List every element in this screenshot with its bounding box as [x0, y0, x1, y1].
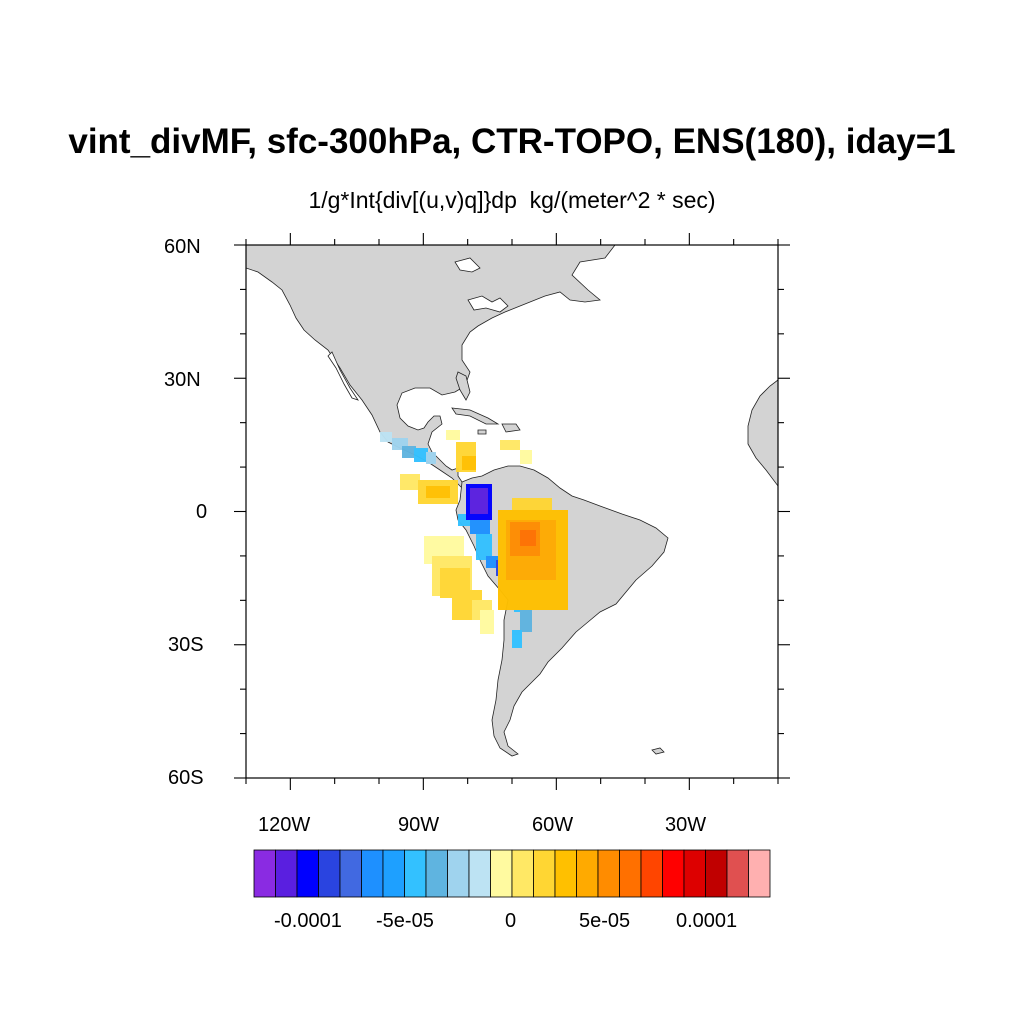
- great-lakes: [467, 295, 509, 313]
- colorbar-swatch: [361, 849, 384, 898]
- lon-label-30w: 30W: [665, 814, 707, 836]
- colorbar-swatch: [468, 849, 491, 898]
- africa-land: [747, 379, 778, 487]
- florida-land: [455, 371, 471, 401]
- baja-california-land: [327, 351, 359, 401]
- colorbar-swatch: [511, 849, 534, 898]
- colorbar-swatch: [554, 849, 577, 898]
- lat-label-60s: 60S: [168, 767, 204, 789]
- colorbar-swatch: [296, 849, 319, 898]
- cuba-land: [451, 407, 500, 425]
- colorbar-label-neg-1e-4: -0.0001: [274, 910, 342, 932]
- field-layer: [380, 430, 568, 648]
- lon-label-120w: 120W: [258, 814, 311, 836]
- north-america-land: [246, 245, 616, 497]
- colorbar-label-neg-5e-5: -5e-05: [376, 910, 434, 932]
- colorbar-swatch: [726, 849, 749, 898]
- jamaica-land: [477, 429, 487, 435]
- colorbar-swatch: [662, 849, 685, 898]
- axis-ticks: [234, 233, 790, 790]
- falkland-islands: [651, 747, 665, 755]
- colorbar-swatch: [683, 849, 706, 898]
- lat-label-eq: 0: [196, 501, 208, 523]
- colorbar-swatch: [705, 849, 728, 898]
- plot-subtitle: 1/g*Int{div[(u,v)q]}dp kg/(meter^2 * sec…: [308, 187, 716, 213]
- lat-label-30s: 30S: [168, 634, 204, 656]
- colorbar-swatch: [490, 849, 513, 898]
- colorbar-swatch: [640, 849, 663, 898]
- hudson-bay: [454, 257, 481, 273]
- colorbar-swatch: [619, 849, 642, 898]
- colorbar-label-5e-5: 5e-05: [579, 910, 631, 932]
- lat-label-60n: 60N: [164, 236, 201, 258]
- colorbar-swatch: [533, 849, 556, 898]
- colorbar-swatch: [425, 849, 448, 898]
- lon-label-90w: 90W: [398, 814, 440, 836]
- colorbar-swatch: [318, 849, 341, 898]
- colorbar-label-1e-4: 0.0001: [676, 910, 738, 932]
- colorbar-swatch: [253, 849, 276, 898]
- plot-title: vint_divMF, sfc-300hPa, CTR-TOPO, ENS(18…: [68, 122, 956, 161]
- lon-label-60w: 60W: [532, 814, 574, 836]
- colorbar-swatch: [597, 849, 620, 898]
- colorbar-swatch: [447, 849, 470, 898]
- colorbar-swatch: [382, 849, 405, 898]
- colorbar-swatch: [576, 849, 599, 898]
- lat-label-30n: 30N: [164, 369, 201, 391]
- colorbar-swatch: [339, 849, 362, 898]
- colorbar-label-zero: 0: [505, 910, 517, 932]
- colorbar-swatch: [404, 849, 427, 898]
- hispaniola-land: [501, 423, 521, 433]
- colorbar-swatch: [748, 849, 771, 898]
- colorbar-swatch: [275, 849, 298, 898]
- colorbar: [253, 849, 771, 898]
